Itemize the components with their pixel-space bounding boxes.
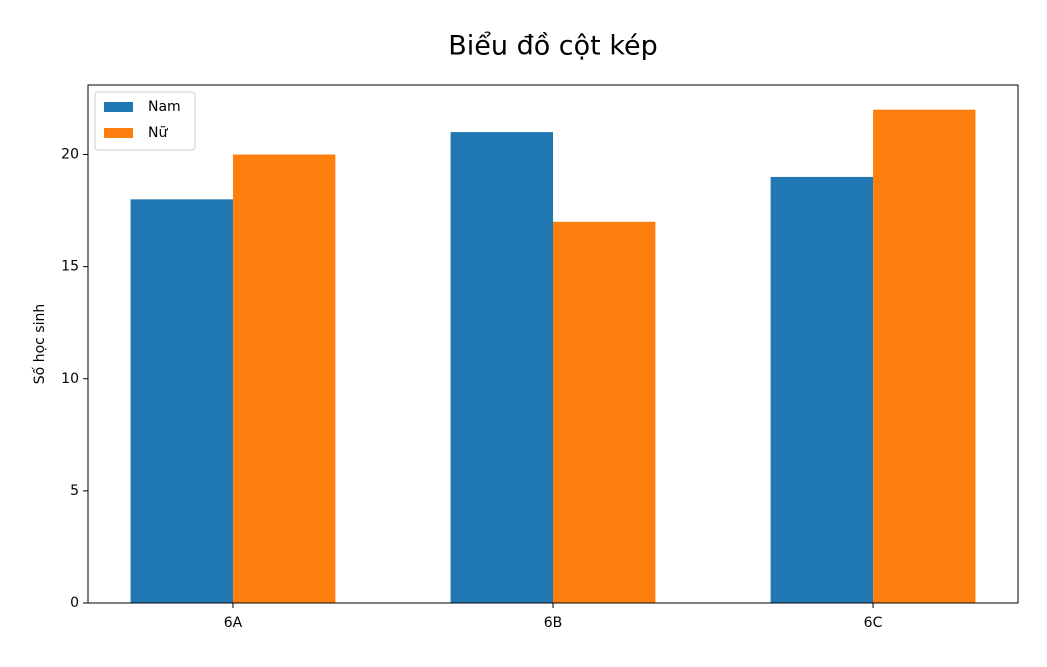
y-tick-label: 5 <box>70 483 79 499</box>
x-tick-label: 6B <box>544 615 563 631</box>
legend-label: Nam <box>148 99 181 115</box>
y-tick-label: 20 <box>61 147 79 163</box>
legend-label: Nữ <box>148 125 168 141</box>
y-tick-label: 10 <box>61 371 79 387</box>
x-tick-label: 6C <box>864 615 883 631</box>
legend-swatch <box>104 102 133 112</box>
chart-title: Biểu đồ cột kép <box>448 31 658 62</box>
y-axis-label: Số học sinh <box>31 304 48 384</box>
bar <box>873 109 976 604</box>
legend-swatch <box>104 128 133 138</box>
bar <box>232 154 336 604</box>
legend: Nam Nữ <box>94 91 196 151</box>
y-tick-label: 0 <box>70 595 79 611</box>
x-tick-label: 6A <box>224 615 243 631</box>
y-tick-label: 15 <box>61 259 79 275</box>
bar <box>450 132 553 603</box>
bar <box>770 176 874 603</box>
bar <box>553 221 656 603</box>
plot-frame <box>87 84 1019 604</box>
bar <box>130 199 233 603</box>
